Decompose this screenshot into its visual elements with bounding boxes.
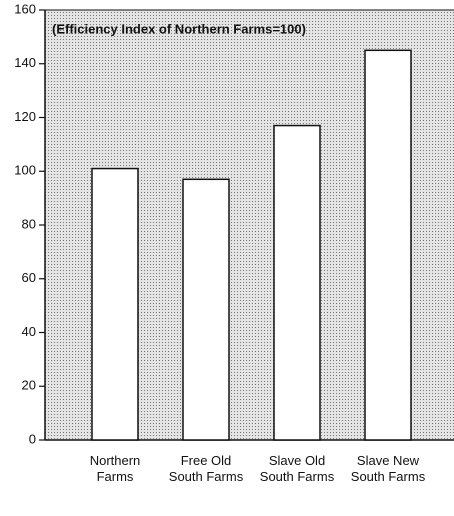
y-tick-label: 160 [14,1,36,16]
bar [182,178,230,441]
y-tick-label: 60 [22,270,36,285]
y-tick-label: 140 [14,55,36,70]
x-tick-label: Slave New South Farms [350,453,426,484]
x-tick-label: Free Old South Farms [168,453,244,484]
bar [91,167,139,441]
bar [364,49,412,441]
y-tick-label: 20 [22,378,36,393]
bar [273,124,321,441]
chart-title: (Efficiency Index of Northern Farms=100) [52,21,306,36]
x-tick-label: Slave Old South Farms [259,453,335,484]
y-tick-label: 0 [29,431,36,446]
x-tick-label: Northern Farms [89,453,141,484]
y-tick-label: 100 [14,163,36,178]
y-tick-label: 120 [14,109,36,124]
y-tick-label: 80 [22,216,36,231]
y-tick-label: 40 [22,324,36,339]
